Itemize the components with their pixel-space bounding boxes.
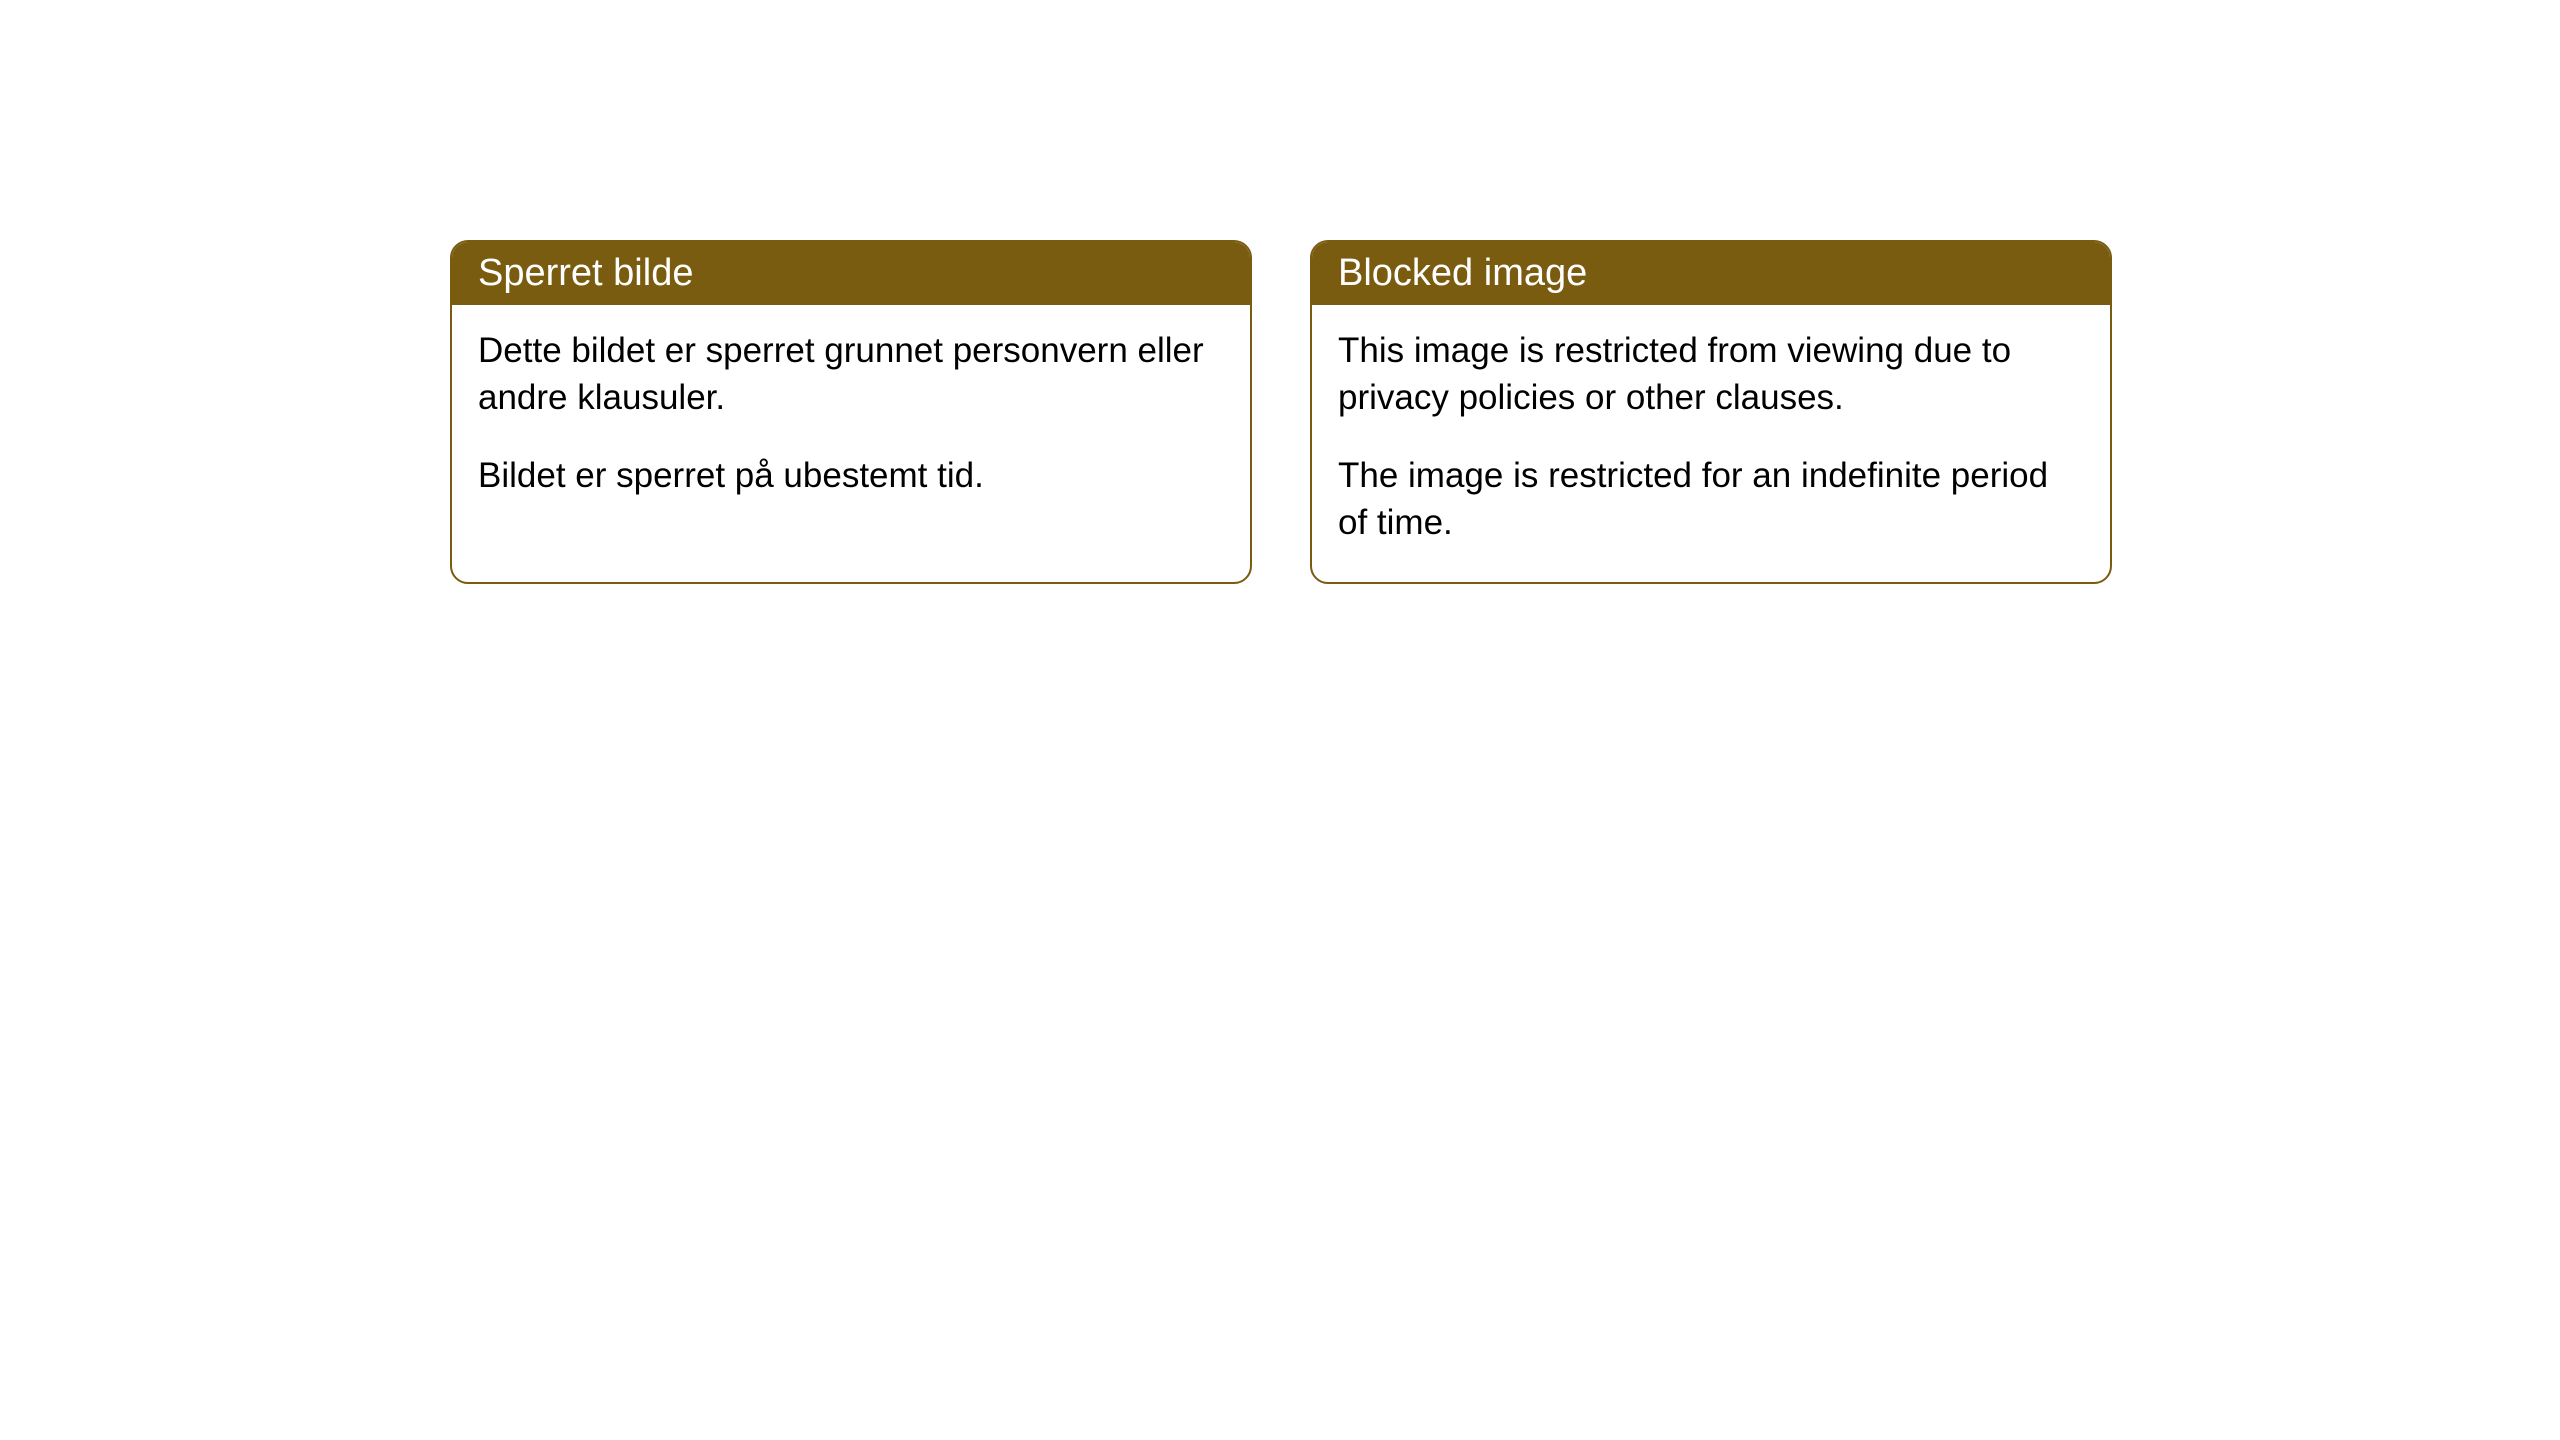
card-paragraph: Dette bildet er sperret grunnet personve… — [478, 327, 1224, 422]
card-body: Dette bildet er sperret grunnet personve… — [452, 305, 1250, 535]
card-paragraph: This image is restricted from viewing du… — [1338, 327, 2084, 422]
notice-card-norwegian: Sperret bilde Dette bildet er sperret gr… — [450, 240, 1252, 584]
card-title: Sperret bilde — [478, 252, 693, 294]
notice-card-english: Blocked image This image is restricted f… — [1310, 240, 2112, 584]
card-paragraph: The image is restricted for an indefinit… — [1338, 452, 2084, 547]
notice-container: Sperret bilde Dette bildet er sperret gr… — [450, 240, 2112, 584]
card-paragraph: Bildet er sperret på ubestemt tid. — [478, 452, 1224, 499]
card-body: This image is restricted from viewing du… — [1312, 305, 2110, 582]
card-header: Sperret bilde — [452, 242, 1250, 305]
card-header: Blocked image — [1312, 242, 2110, 305]
card-title: Blocked image — [1338, 252, 1587, 294]
